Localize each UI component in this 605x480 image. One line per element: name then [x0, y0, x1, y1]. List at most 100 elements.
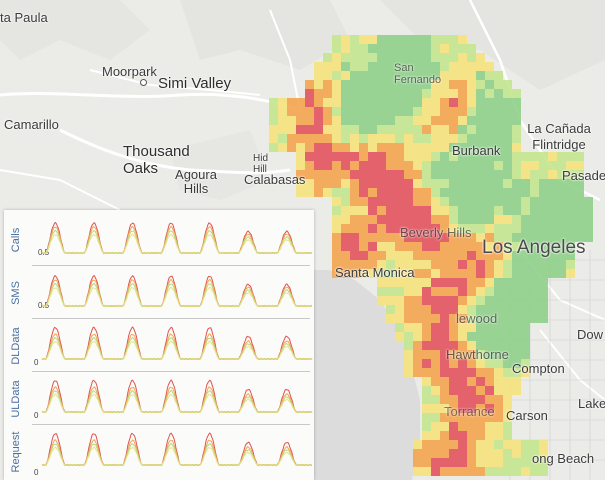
- heat-cell[interactable]: [449, 314, 458, 323]
- heat-cell[interactable]: [557, 233, 566, 242]
- heat-cell[interactable]: [332, 188, 341, 197]
- heat-cell[interactable]: [422, 143, 431, 152]
- heat-cell[interactable]: [503, 296, 512, 305]
- heat-cell[interactable]: [494, 260, 503, 269]
- heat-cell[interactable]: [458, 278, 467, 287]
- heat-cell[interactable]: [332, 215, 341, 224]
- heat-cell[interactable]: [494, 431, 503, 440]
- heat-cell[interactable]: [332, 89, 341, 98]
- heat-cell[interactable]: [413, 215, 422, 224]
- heat-cell[interactable]: [467, 134, 476, 143]
- heat-cell[interactable]: [458, 62, 467, 71]
- heat-cell[interactable]: [413, 314, 422, 323]
- heat-cell[interactable]: [386, 71, 395, 80]
- heat-cell[interactable]: [404, 215, 413, 224]
- heat-cell[interactable]: [341, 143, 350, 152]
- heat-cell[interactable]: [377, 224, 386, 233]
- heat-cell[interactable]: [422, 431, 431, 440]
- heat-cell[interactable]: [386, 152, 395, 161]
- heat-cell[interactable]: [278, 125, 287, 134]
- heat-cell[interactable]: [530, 296, 539, 305]
- heat-cell[interactable]: [368, 260, 377, 269]
- heat-cell[interactable]: [368, 89, 377, 98]
- heat-cell[interactable]: [332, 152, 341, 161]
- heat-cell[interactable]: [467, 413, 476, 422]
- heat-cell[interactable]: [413, 368, 422, 377]
- heat-cell[interactable]: [467, 179, 476, 188]
- heat-cell[interactable]: [422, 359, 431, 368]
- heat-cell[interactable]: [422, 44, 431, 53]
- heat-cell[interactable]: [494, 242, 503, 251]
- heat-cell[interactable]: [575, 206, 584, 215]
- heat-cell[interactable]: [422, 314, 431, 323]
- heat-cell[interactable]: [422, 53, 431, 62]
- heat-cell[interactable]: [485, 143, 494, 152]
- heat-cell[interactable]: [548, 188, 557, 197]
- heat-cell[interactable]: [269, 134, 278, 143]
- heat-cell[interactable]: [422, 224, 431, 233]
- heat-cell[interactable]: [422, 197, 431, 206]
- heat-cell[interactable]: [296, 179, 305, 188]
- heat-cell[interactable]: [521, 242, 530, 251]
- heat-cell[interactable]: [458, 89, 467, 98]
- heat-cell[interactable]: [503, 206, 512, 215]
- heat-cell[interactable]: [458, 179, 467, 188]
- heat-cell[interactable]: [422, 413, 431, 422]
- heat-cell[interactable]: [386, 206, 395, 215]
- metric-row-dldata[interactable]: DLData 0: [4, 320, 314, 372]
- heat-cell[interactable]: [386, 197, 395, 206]
- heat-cell[interactable]: [377, 278, 386, 287]
- heat-cell[interactable]: [413, 152, 422, 161]
- heat-cell[interactable]: [395, 296, 404, 305]
- heat-cell[interactable]: [368, 62, 377, 71]
- heat-cell[interactable]: [350, 71, 359, 80]
- heat-cell[interactable]: [413, 62, 422, 71]
- heat-cell[interactable]: [458, 44, 467, 53]
- heat-cell[interactable]: [287, 143, 296, 152]
- heat-cell[interactable]: [476, 215, 485, 224]
- heat-cell[interactable]: [458, 161, 467, 170]
- heat-cell[interactable]: [476, 242, 485, 251]
- heat-cell[interactable]: [458, 359, 467, 368]
- heat-cell[interactable]: [512, 350, 521, 359]
- heat-cell[interactable]: [557, 179, 566, 188]
- heat-cell[interactable]: [440, 323, 449, 332]
- heat-cell[interactable]: [287, 116, 296, 125]
- heat-cell[interactable]: [341, 116, 350, 125]
- heat-cell[interactable]: [521, 152, 530, 161]
- heat-cell[interactable]: [332, 269, 341, 278]
- heat-cell[interactable]: [386, 278, 395, 287]
- heat-cell[interactable]: [521, 341, 530, 350]
- sparkline-uldata[interactable]: [28, 373, 314, 421]
- heat-cell[interactable]: [494, 458, 503, 467]
- heat-cell[interactable]: [449, 152, 458, 161]
- heat-cell[interactable]: [521, 359, 530, 368]
- heat-cell[interactable]: [350, 80, 359, 89]
- heat-cell[interactable]: [548, 179, 557, 188]
- heat-cell[interactable]: [359, 44, 368, 53]
- heat-cell[interactable]: [422, 251, 431, 260]
- heat-cell[interactable]: [413, 296, 422, 305]
- heat-cell[interactable]: [476, 368, 485, 377]
- heat-cell[interactable]: [368, 107, 377, 116]
- heat-cell[interactable]: [395, 44, 404, 53]
- heat-cell[interactable]: [395, 62, 404, 71]
- heat-cell[interactable]: [323, 80, 332, 89]
- heat-cell[interactable]: [449, 386, 458, 395]
- heat-cell[interactable]: [422, 98, 431, 107]
- heat-cell[interactable]: [413, 305, 422, 314]
- heat-cell[interactable]: [431, 143, 440, 152]
- heat-cell[interactable]: [386, 314, 395, 323]
- heat-cell[interactable]: [350, 98, 359, 107]
- heat-cell[interactable]: [476, 62, 485, 71]
- heat-cell[interactable]: [341, 125, 350, 134]
- heat-cell[interactable]: [377, 143, 386, 152]
- heat-cell[interactable]: [458, 170, 467, 179]
- heat-cell[interactable]: [395, 134, 404, 143]
- heat-cell[interactable]: [323, 107, 332, 116]
- heat-cell[interactable]: [458, 440, 467, 449]
- heat-cell[interactable]: [467, 188, 476, 197]
- heat-cell[interactable]: [512, 287, 521, 296]
- heat-cell[interactable]: [449, 260, 458, 269]
- heat-cell[interactable]: [440, 53, 449, 62]
